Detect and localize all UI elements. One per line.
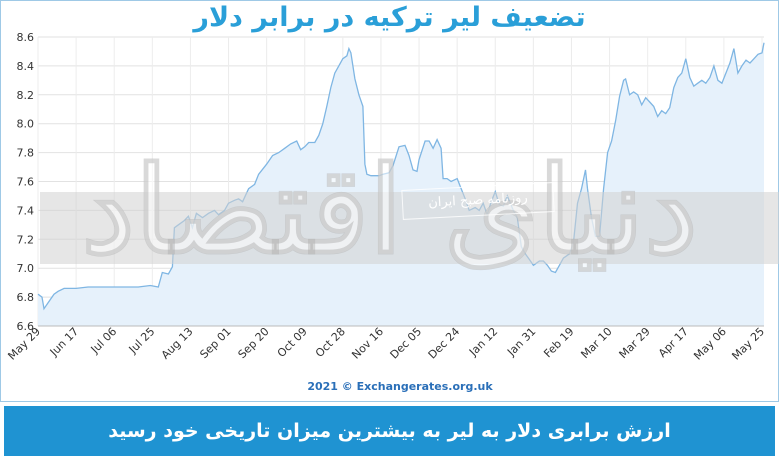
x-tick-label: Dec 24 xyxy=(426,325,463,362)
x-tick-label: Sep 20 xyxy=(236,325,272,361)
caption-text: ارزش برابری دلار به لیر به بیشترین میزان… xyxy=(108,420,671,442)
x-tick-label: Jan 12 xyxy=(466,325,500,359)
x-tick-label: Feb 19 xyxy=(541,325,576,360)
x-tick-label: Jul 06 xyxy=(88,325,120,357)
chart-credit: 2021 © Exchangerates.org.uk xyxy=(307,380,493,393)
watermark-band xyxy=(40,192,779,264)
x-tick-label: Aug 13 xyxy=(159,325,196,362)
x-tick-label: May 25 xyxy=(729,325,767,363)
y-tick-label: 7.8 xyxy=(17,147,35,160)
chart-title: تضعیف لیر ترکیه در برابر دلار xyxy=(193,2,586,33)
x-tick-label: Oct 28 xyxy=(313,325,348,360)
y-tick-label: 7.4 xyxy=(17,204,35,217)
x-tick-label: Sep 01 xyxy=(197,325,233,361)
y-tick-label: 8.6 xyxy=(17,31,35,44)
y-tick-label: 8.4 xyxy=(17,60,35,73)
x-tick-label: Dec 05 xyxy=(388,325,425,362)
y-tick-label: 8.0 xyxy=(17,118,35,131)
x-tick-label: Apr 17 xyxy=(656,325,691,360)
x-tick-label: May 06 xyxy=(691,325,729,363)
y-tick-label: 8.2 xyxy=(17,89,35,102)
y-tick-label: 7.2 xyxy=(17,233,35,246)
x-tick-label: Jul 25 xyxy=(126,325,158,357)
x-tick-label: Mar 10 xyxy=(578,325,614,361)
y-tick-label: 6.8 xyxy=(17,291,35,304)
y-tick-label: 6.6 xyxy=(17,320,35,333)
x-tick-label: Jun 17 xyxy=(47,325,81,359)
y-tick-label: 7.6 xyxy=(17,176,35,189)
x-tick-label: Jan 31 xyxy=(504,325,538,359)
caption-bar: ارزش برابری دلار به لیر به بیشترین میزان… xyxy=(4,406,775,456)
x-tick-label: Oct 09 xyxy=(275,325,310,360)
watermark-logo: دنیای اقتصاد xyxy=(81,140,698,282)
y-tick-label: 7.0 xyxy=(17,262,35,275)
x-tick-label: Nov 16 xyxy=(349,325,386,362)
x-tick-label: Mar 29 xyxy=(617,325,653,361)
